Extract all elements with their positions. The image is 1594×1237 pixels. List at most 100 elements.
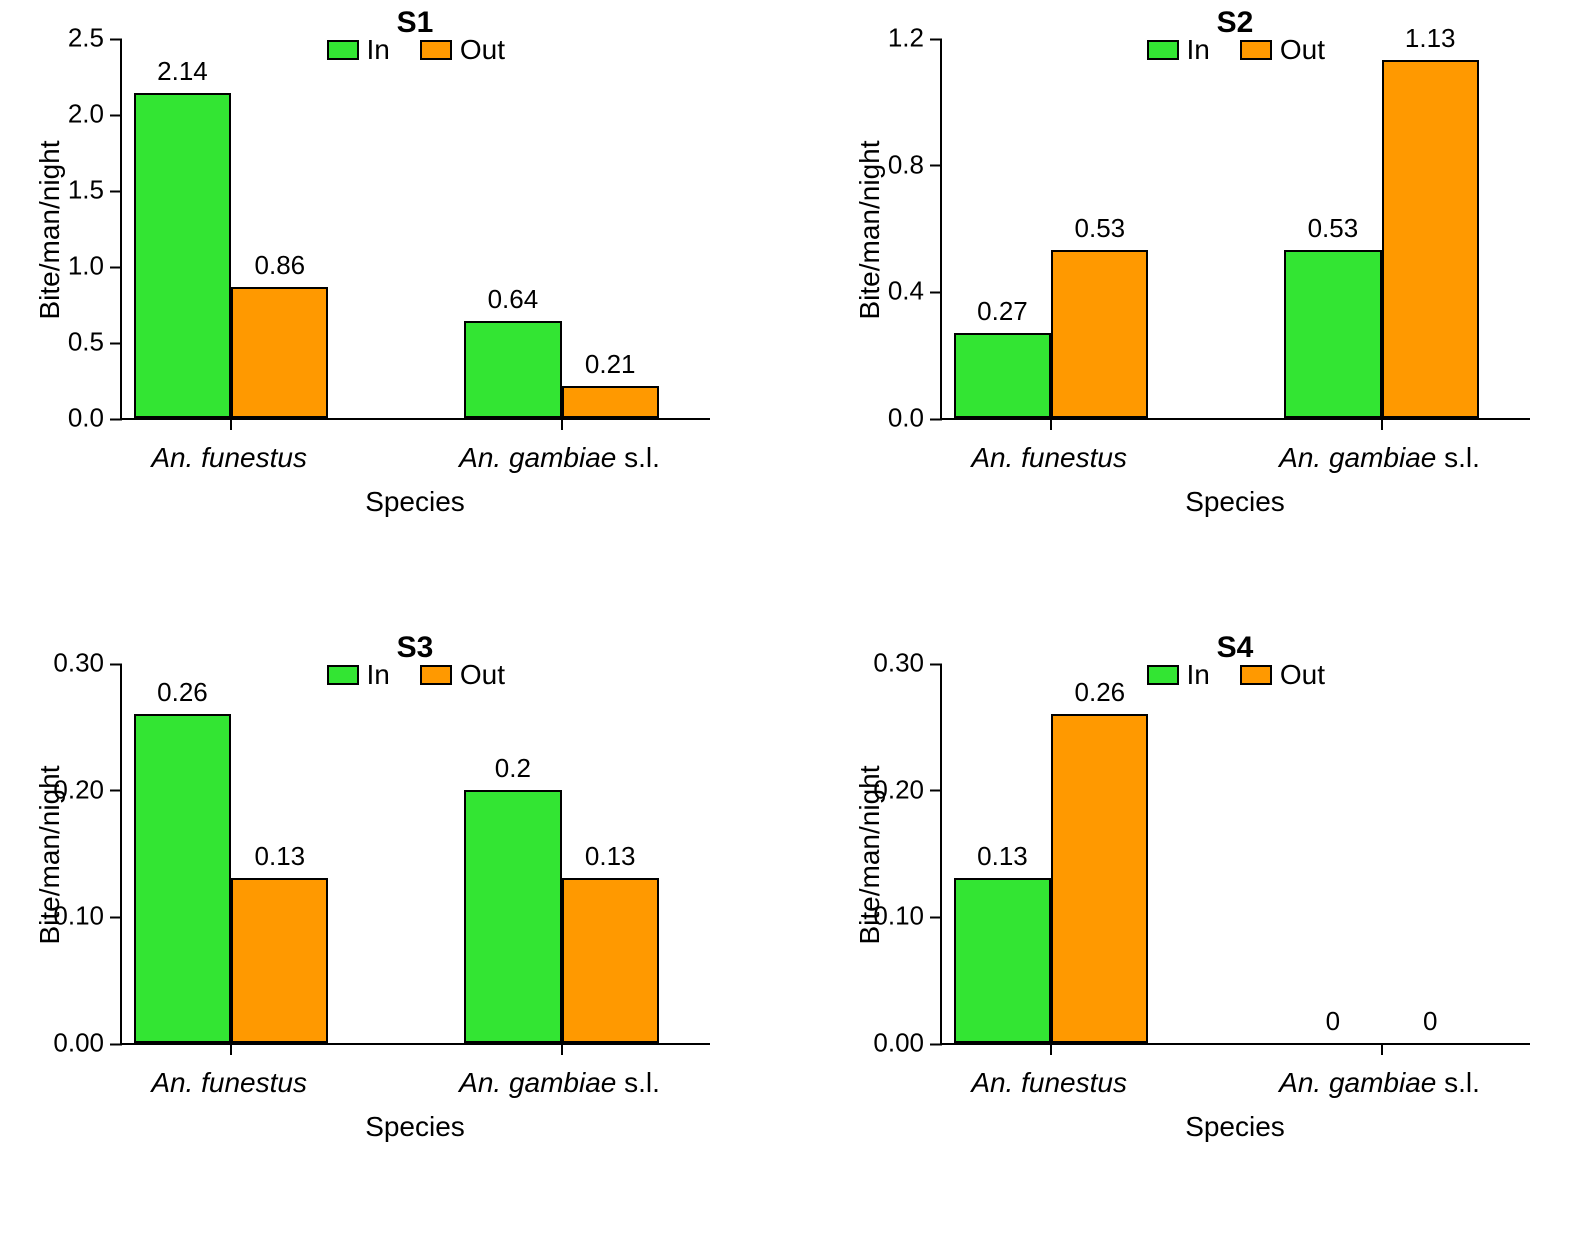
- y-tick: 0.4: [888, 276, 942, 307]
- panel-s3: S30.000.100.200.300.260.130.20.13Bite/ma…: [120, 665, 710, 1045]
- legend-label: Out: [460, 34, 505, 66]
- x-axis-label: Species: [365, 1111, 465, 1143]
- category-italic: An. gambiae: [1279, 442, 1436, 473]
- legend: In Out: [1147, 34, 1326, 66]
- x-tick: [561, 1043, 563, 1055]
- x-tick: [1381, 1043, 1383, 1055]
- bar-in: [954, 333, 1051, 419]
- bar-value-out: 0.26: [1075, 677, 1126, 708]
- plot-area: 0.00.40.81.20.270.530.531.13: [940, 40, 1530, 420]
- bar-value-out: 0: [1423, 1006, 1437, 1037]
- legend-swatch-out: [420, 665, 452, 685]
- y-axis-label: Bite/man/night: [854, 766, 886, 945]
- x-tick: [1050, 418, 1052, 430]
- plot-area: 0.000.100.200.300.260.130.20.13: [120, 665, 710, 1045]
- category-label: An. funestus: [971, 1067, 1127, 1099]
- category-plain: s.l.: [616, 1067, 660, 1098]
- legend: In Out: [327, 659, 506, 691]
- bar-value-in: 0.64: [488, 284, 539, 315]
- category-label: An. gambiae s.l.: [459, 1067, 660, 1099]
- bar-in: [134, 93, 231, 418]
- bar-out: [1051, 250, 1148, 418]
- bar-in: [464, 321, 561, 418]
- legend-swatch-in: [327, 665, 359, 685]
- bar-out: [562, 386, 659, 418]
- legend-label: In: [367, 34, 390, 66]
- y-tick: 1.5: [68, 175, 122, 206]
- x-tick: [561, 418, 563, 430]
- category-label: An. gambiae s.l.: [459, 442, 660, 474]
- legend-label: In: [1187, 659, 1210, 691]
- legend-swatch-out: [420, 40, 452, 60]
- category-italic: An. funestus: [971, 442, 1127, 473]
- y-tick: 0.30: [53, 648, 122, 679]
- y-tick: 0.30: [873, 648, 942, 679]
- category-plain: s.l.: [1436, 442, 1480, 473]
- plot-area: 0.00.51.01.52.02.52.140.860.640.21: [120, 40, 710, 420]
- category-plain: s.l.: [616, 442, 660, 473]
- legend-item-out: Out: [420, 34, 505, 66]
- legend-label: Out: [460, 659, 505, 691]
- category-label: An. funestus: [971, 442, 1127, 474]
- y-tick: 0.00: [873, 1028, 942, 1059]
- y-tick: 0.0: [68, 403, 122, 434]
- bar-value-in: 0.2: [495, 753, 531, 784]
- legend-label: In: [1187, 34, 1210, 66]
- category-italic: An. funestus: [971, 1067, 1127, 1098]
- y-tick: 0.5: [68, 327, 122, 358]
- category-label: An. funestus: [151, 1067, 307, 1099]
- bar-value-in: 0: [1326, 1006, 1340, 1037]
- bar-in: [954, 878, 1051, 1043]
- y-axis-label: Bite/man/night: [854, 141, 886, 320]
- bar-value-in: 2.14: [157, 56, 208, 87]
- bar-value-out: 0.53: [1075, 213, 1126, 244]
- legend-label: In: [367, 659, 390, 691]
- category-label: An. gambiae s.l.: [1279, 442, 1480, 474]
- y-tick: 0.0: [888, 403, 942, 434]
- y-axis-label: Bite/man/night: [34, 141, 66, 320]
- bar-value-out: 0.21: [585, 349, 636, 380]
- y-tick: 2.5: [68, 23, 122, 54]
- y-tick: 0.00: [53, 1028, 122, 1059]
- bar-value-in: 0.53: [1308, 213, 1359, 244]
- y-axis-label: Bite/man/night: [34, 766, 66, 945]
- x-tick: [1381, 418, 1383, 430]
- bar-out: [1051, 714, 1148, 1043]
- legend: In Out: [1147, 659, 1326, 691]
- legend-swatch-out: [1240, 40, 1272, 60]
- category-label: An. funestus: [151, 442, 307, 474]
- y-tick: 1.0: [68, 251, 122, 282]
- y-tick: 0.8: [888, 149, 942, 180]
- x-tick: [1050, 1043, 1052, 1055]
- bar-value-out: 0.86: [255, 250, 306, 281]
- legend-item-in: In: [1147, 34, 1210, 66]
- category-italic: An. gambiae: [459, 1067, 616, 1098]
- bar-out: [231, 287, 328, 418]
- panel-s1: S10.00.51.01.52.02.52.140.860.640.21Bite…: [120, 40, 710, 420]
- bar-out: [562, 878, 659, 1043]
- x-axis-label: Species: [365, 486, 465, 518]
- legend-swatch-out: [1240, 665, 1272, 685]
- x-tick: [230, 418, 232, 430]
- legend: In Out: [327, 34, 506, 66]
- legend-item-in: In: [1147, 659, 1210, 691]
- legend-swatch-in: [327, 40, 359, 60]
- legend-swatch-in: [1147, 40, 1179, 60]
- x-axis-label: Species: [1185, 486, 1285, 518]
- bar-out: [231, 878, 328, 1043]
- bar-value-out: 0.13: [585, 841, 636, 872]
- figure-root: S10.00.51.01.52.02.52.140.860.640.21Bite…: [0, 0, 1594, 1237]
- category-italic: An. gambiae: [1279, 1067, 1436, 1098]
- bar-value-out: 0.13: [255, 841, 306, 872]
- y-tick: 2.0: [68, 99, 122, 130]
- panel-s4: S40.000.100.200.300.130.2600Bite/man/nig…: [940, 665, 1530, 1045]
- category-italic: An. funestus: [151, 442, 307, 473]
- y-tick: 1.2: [888, 23, 942, 54]
- legend-swatch-in: [1147, 665, 1179, 685]
- category-plain: s.l.: [1436, 1067, 1480, 1098]
- bar-value-in: 0.13: [977, 841, 1028, 872]
- legend-label: Out: [1280, 34, 1325, 66]
- bar-in: [1284, 250, 1381, 418]
- legend-item-out: Out: [1240, 659, 1325, 691]
- legend-item-out: Out: [1240, 34, 1325, 66]
